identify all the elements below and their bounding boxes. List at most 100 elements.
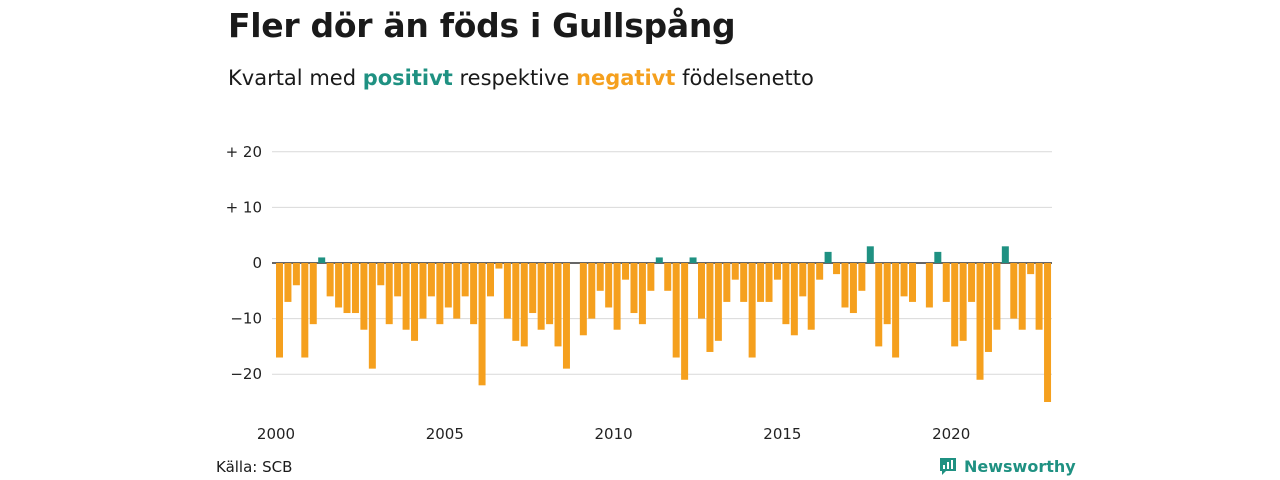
bar-negative [309, 263, 317, 325]
bar-negative [799, 263, 807, 297]
bar-negative [579, 263, 587, 336]
subtitle-text-2: respektive [452, 66, 577, 90]
y-tick-label: + 20 [226, 143, 262, 161]
bar-negative [453, 263, 461, 319]
bar-negative [276, 263, 283, 358]
bar-negative [833, 263, 841, 275]
bar-negative [402, 263, 410, 330]
bar-negative [714, 263, 722, 341]
bar-negative [301, 263, 309, 358]
bar-negative [487, 263, 494, 297]
newsworthy-logo: Newsworthy [938, 456, 1076, 476]
bar-negative [444, 263, 452, 308]
bar-negative [554, 263, 562, 347]
bar-negative [537, 263, 545, 330]
x-tick-label: 2000 [257, 425, 295, 443]
bar-negative [723, 263, 731, 302]
bar-negative [757, 263, 765, 302]
bar-positive [689, 257, 697, 263]
bar-negative [1018, 263, 1026, 330]
bar-negative [546, 263, 554, 325]
bar-negative [470, 263, 478, 325]
bar-negative [503, 263, 511, 319]
bar-negative [638, 263, 646, 325]
bar-negative [622, 263, 630, 280]
bar-negative [368, 263, 376, 369]
bar-negative [495, 263, 503, 269]
bar-negative [909, 263, 916, 302]
newsworthy-logo-icon [940, 458, 956, 475]
bar-negative [520, 263, 528, 347]
bar-negative [816, 263, 824, 280]
bar-negative [394, 263, 402, 297]
y-tick-label: −20 [230, 365, 262, 383]
bar-negative [942, 263, 950, 302]
bar-negative [698, 263, 705, 319]
subtitle-text-1: Kvartal med [228, 66, 363, 90]
bar-negative [748, 263, 756, 358]
bar-negative [841, 263, 849, 308]
bar-negative [664, 263, 672, 291]
bar-negative [351, 263, 359, 314]
bar-negative [790, 263, 798, 336]
bar-negative [1044, 263, 1052, 402]
bar-negative [968, 263, 976, 302]
subtitle-negative: negativt [576, 66, 676, 90]
bar-negative [613, 263, 621, 330]
bar-negative [959, 263, 967, 341]
bar-negative [883, 263, 891, 325]
x-tick-label: 2020 [932, 425, 970, 443]
x-tick-label: 2015 [763, 425, 801, 443]
bar-negative [672, 263, 680, 358]
bar-negative [605, 263, 613, 308]
bar-negative [588, 263, 596, 319]
bar-negative [1035, 263, 1043, 330]
bar-negative [436, 263, 444, 325]
bar-negative [512, 263, 520, 341]
bar-negative [478, 263, 486, 386]
bar-negative [925, 263, 933, 308]
bars-layer [276, 246, 1052, 402]
bar-negative [630, 263, 638, 314]
bar-negative [892, 263, 900, 358]
bar-negative [377, 263, 385, 286]
bar-negative [858, 263, 866, 291]
bar-negative [731, 263, 739, 280]
chart-subtitle: Kvartal med positivt respektive negativt… [228, 66, 814, 90]
bar-negative [807, 263, 815, 330]
bar-negative [765, 263, 773, 302]
y-tick-label: + 10 [226, 198, 262, 216]
bar-positive [866, 246, 874, 263]
bar-negative [1027, 263, 1035, 275]
bar-positive [934, 251, 942, 263]
bar-negative [411, 263, 419, 341]
bar-negative [360, 263, 368, 330]
bar-negative [900, 263, 908, 297]
bar-negative [596, 263, 604, 291]
bar-negative [647, 263, 655, 291]
bar-negative [976, 263, 984, 380]
bar-negative [427, 263, 435, 297]
bar-negative [706, 263, 714, 352]
bar-negative [419, 263, 427, 319]
bar-negative [875, 263, 883, 347]
subtitle-positive: positivt [362, 66, 453, 90]
bar-negative [292, 263, 300, 286]
source-label: Källa: SCB [216, 458, 293, 476]
chart-title: Fler dör än föds i Gullspång [228, 6, 736, 45]
bar-negative [1010, 263, 1018, 319]
bar-positive [824, 251, 832, 263]
newsworthy-logo-text: Newsworthy [964, 456, 1076, 476]
y-tick-label: −10 [230, 310, 262, 328]
bar-negative [326, 263, 334, 297]
bar-negative [740, 263, 748, 302]
axis-layer: + 20 + 10 0 −10 −20 2000 2005 2010 2015 2020 [226, 143, 971, 443]
bar-negative [984, 263, 992, 352]
subtitle-text-3: födelsenetto [675, 66, 814, 90]
bar-negative [562, 263, 570, 369]
y-tick-label: 0 [252, 254, 262, 272]
bar-negative [529, 263, 537, 314]
bar-positive [655, 257, 663, 263]
x-tick-label: 2010 [595, 425, 633, 443]
